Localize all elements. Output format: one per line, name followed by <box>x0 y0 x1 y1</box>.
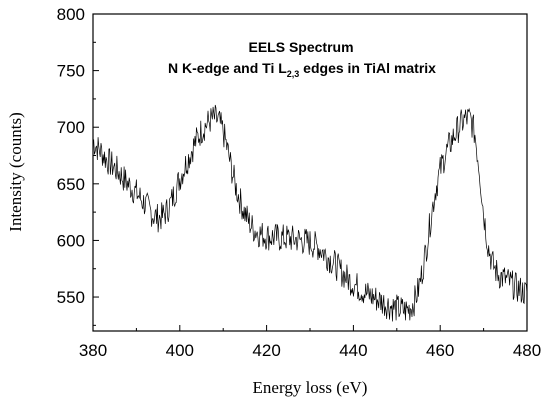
y-tick-label: 550 <box>57 288 85 307</box>
x-tick-label: 480 <box>513 341 541 360</box>
chart-title: EELS Spectrum <box>248 39 353 55</box>
x-tick-label: 420 <box>252 341 280 360</box>
chart-subtitle-subscript: 2,3 <box>287 69 300 79</box>
chart-subtitle-suffix: edges in TiAl matrix <box>299 60 436 76</box>
x-tick-label: 400 <box>166 341 194 360</box>
x-tick-label: 380 <box>79 341 107 360</box>
y-tick-label: 800 <box>57 5 85 24</box>
y-axis-ticks: 550 600 650 700 750 800 <box>57 5 99 326</box>
chart-subtitle-prefix: N K-edge and Ti L <box>168 60 287 76</box>
y-tick-label: 650 <box>57 175 85 194</box>
y-tick-label: 750 <box>57 62 85 81</box>
chart-subtitle: N K-edge and Ti L2,3 edges in TiAl matri… <box>168 60 436 79</box>
x-tick-label: 460 <box>426 341 454 360</box>
x-tick-label: 440 <box>339 341 367 360</box>
x-axis-ticks: 380 400 420 440 460 480 <box>79 325 541 360</box>
y-tick-label: 600 <box>57 231 85 250</box>
x-axis-label: Energy loss (eV) <box>253 378 368 397</box>
spectrum-line <box>92 104 528 322</box>
y-axis-label: Intensity (counts) <box>6 112 25 231</box>
y-tick-label: 700 <box>57 118 85 137</box>
spectrum-series <box>92 104 528 322</box>
